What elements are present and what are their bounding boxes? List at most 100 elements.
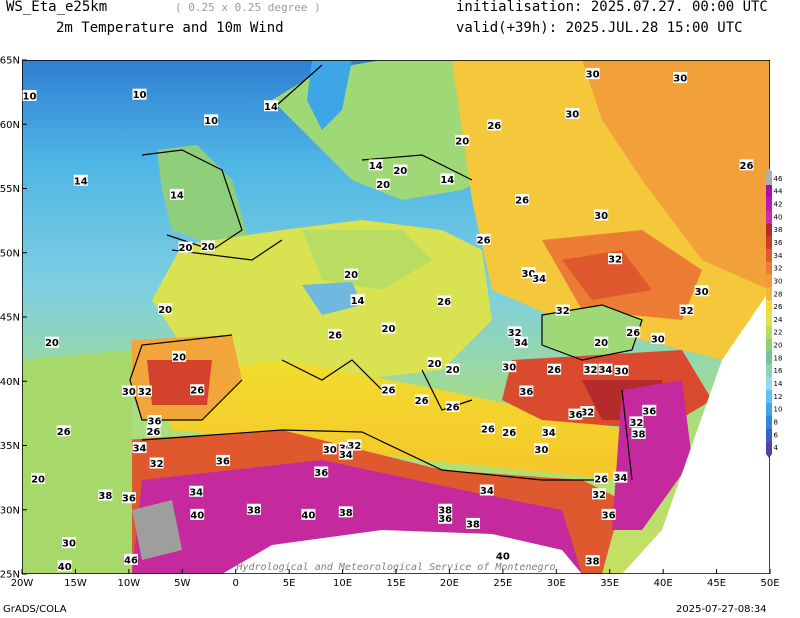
contour-label-bg [263, 100, 278, 112]
colorbar-swatch [766, 415, 772, 429]
lon-tick-label: 10W [118, 578, 141, 589]
contour-label-bg [445, 400, 460, 412]
contour-label: 10 [204, 116, 218, 127]
contour-label: 34 [613, 473, 627, 484]
contour-label-bg [31, 472, 46, 484]
lat-tick-label: 45N [0, 313, 20, 324]
contour-label: 38 [586, 557, 600, 568]
colorbar-label: 32 [774, 265, 783, 273]
contour-label-bg [200, 240, 215, 252]
contour-label-bg [555, 304, 570, 316]
lat-tick-label: 60N [0, 120, 20, 131]
colorbar-swatch [766, 274, 772, 288]
contour-label-bg [381, 322, 396, 334]
contour-label-bg [594, 336, 609, 348]
contour-label: 20 [393, 166, 407, 177]
contour-label: 32 [580, 408, 594, 419]
contour-label-bg [568, 408, 583, 420]
contour-label: 34 [133, 444, 147, 455]
contour-label-bg [694, 285, 709, 297]
atlantic-sub-field [22, 350, 132, 574]
contour-label: 46 [124, 555, 138, 566]
contour-label-bg [132, 442, 147, 454]
colorbar-swatch [766, 389, 772, 403]
contour-label: 20 [172, 352, 186, 363]
contour-label: 30 [651, 334, 665, 345]
contour-label: 36 [314, 468, 328, 479]
outside-domain-east [622, 60, 770, 574]
colorbar-label: 16 [774, 367, 783, 375]
contour-label-bg [679, 304, 694, 316]
colorbar-label: 20 [774, 342, 783, 350]
lon-tick-label: 5W [174, 578, 190, 589]
contour-label-bg [368, 159, 383, 171]
contour-label-bg [347, 439, 362, 451]
contour-label-bg [414, 394, 429, 406]
contour-label-bg [123, 553, 138, 565]
init-time: initialisation: 2025.07.27. 00:00 UTC [456, 0, 768, 15]
colorbar-swatch [766, 441, 772, 454]
contour-label-bg [519, 385, 534, 397]
contour-label-bg [204, 114, 219, 126]
ukraine-core-field [562, 250, 652, 300]
contour-label: 26 [437, 297, 451, 308]
contour-label-bg [338, 442, 353, 454]
footer-software: GrADS/COLA [3, 604, 67, 615]
contour-label-bg [534, 443, 549, 455]
contour-label: 14 [440, 175, 454, 186]
contour-label-bg [455, 134, 470, 146]
contour-label: 20 [344, 270, 358, 281]
contour-label-bg [215, 454, 230, 466]
contour-label: 20 [45, 338, 59, 349]
contour-label: 26 [740, 161, 754, 172]
contour-label-bg [507, 326, 522, 338]
black-sea-field [542, 305, 642, 360]
contour-label-bg [521, 267, 536, 279]
colorbar: 4681012141618202224262830323436384042444… [766, 168, 783, 458]
contour-label-bg [631, 427, 646, 439]
lat-tick-label: 65N [0, 56, 20, 67]
contour-label: 38 [339, 508, 353, 519]
lon-tick-label: 0 [233, 578, 239, 589]
colorbar-label: 8 [774, 418, 778, 426]
contour-label-bg [565, 107, 580, 119]
contour-label: 30 [673, 73, 687, 84]
contour-label: 30 [594, 211, 608, 222]
contour-label: 34 [189, 487, 203, 498]
colorbar-label: 14 [774, 380, 783, 388]
contour-label: 26 [502, 428, 516, 439]
colorbar-label: 36 [774, 239, 783, 247]
sahara-max-field [132, 500, 182, 560]
footer-timestamp: 2025-07-27-08:34 [676, 604, 767, 615]
contour-label-bg [495, 550, 510, 562]
contour-label-bg [626, 326, 641, 338]
contour-label: 26 [328, 330, 342, 341]
contour-label: 26 [515, 196, 529, 207]
contour-label-bg [322, 443, 337, 455]
contour-label: 30 [122, 387, 136, 398]
contour-label-bg [547, 363, 562, 375]
contour-label: 20 [158, 305, 172, 316]
british-isles-field [157, 145, 247, 245]
contour-label-bg [437, 295, 452, 307]
contour-label-bg [44, 336, 59, 348]
contour-label: 40 [301, 510, 315, 521]
contour-label-bg [178, 241, 193, 253]
contour-label-bg [502, 361, 517, 373]
contour-label-bg [381, 384, 396, 396]
contour-label: 34 [514, 338, 528, 349]
colorbar-label: 38 [774, 226, 783, 234]
contour-label: 20 [376, 180, 390, 191]
colorbar-label: 34 [774, 252, 783, 260]
contour-label: 26 [190, 386, 204, 397]
contour-label-bg [438, 503, 453, 515]
contour-label-bg [594, 209, 609, 221]
contour-label-bg [594, 472, 609, 484]
coastlines [129, 64, 643, 481]
colorbar-label: 46 [774, 175, 783, 183]
contour-label-bg [465, 517, 480, 529]
colorbar-label: 28 [774, 290, 783, 298]
colorbar-label: 26 [774, 303, 783, 311]
